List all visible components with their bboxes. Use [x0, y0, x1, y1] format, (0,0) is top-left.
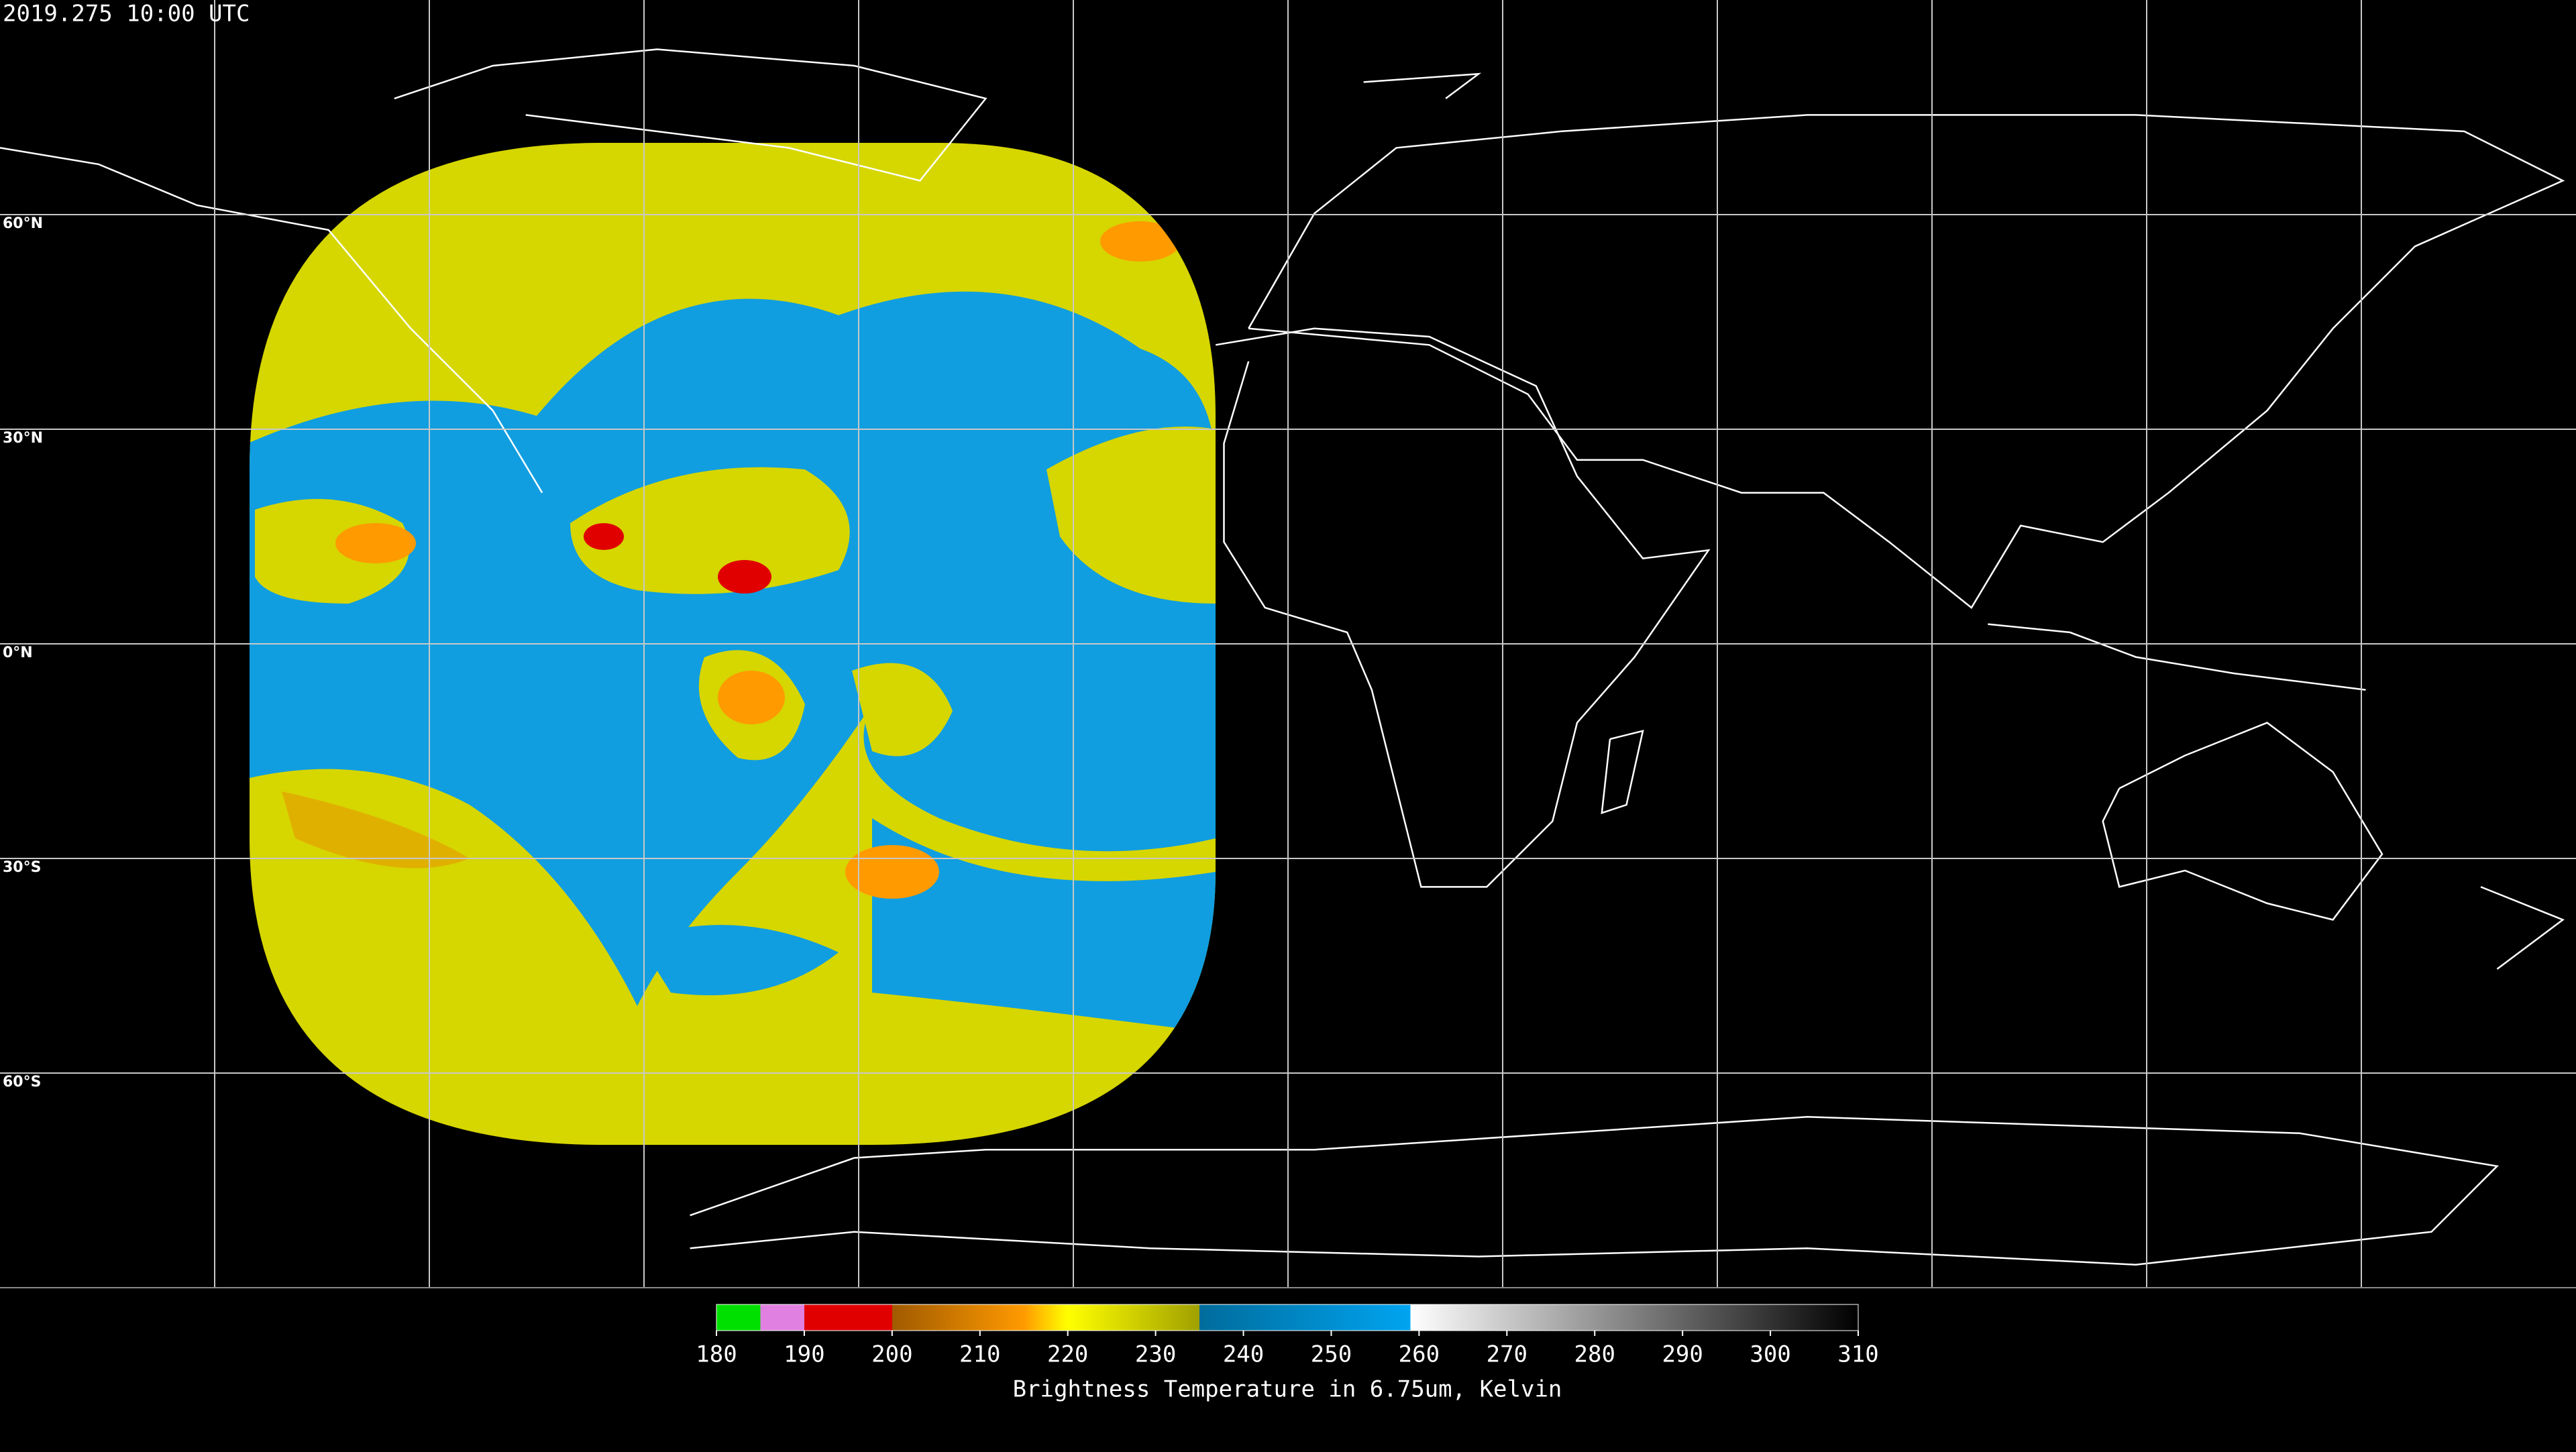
lat-label: 30°S — [3, 859, 41, 876]
colorbar-tick-label: 260 — [1399, 1341, 1440, 1368]
colorbar-tick-label: 280 — [1574, 1341, 1615, 1368]
lat-label: 0°N — [3, 645, 33, 661]
coastlines — [0, 48, 2565, 1266]
coastline — [2102, 722, 2383, 921]
colorbar-tick-label: 220 — [1047, 1341, 1088, 1368]
colorbar-tick-label: 310 — [1837, 1341, 1878, 1368]
timestamp: 2019.275 10:00 UTC — [3, 1, 250, 27]
colorbar-tick-label: 230 — [1135, 1341, 1176, 1368]
coastline — [394, 48, 987, 182]
coastline — [690, 1116, 2500, 1266]
colorbar-tick-label: 300 — [1750, 1341, 1790, 1368]
coastline — [1601, 730, 1644, 815]
colorbar-tick-label: 240 — [1223, 1341, 1264, 1368]
coastline — [0, 147, 543, 494]
graticule — [0, 0, 2576, 1288]
colorbar-tick-label: 290 — [1662, 1341, 1703, 1368]
coastline — [1988, 623, 2366, 691]
colorbar-tick-label: 180 — [696, 1341, 737, 1368]
coastline — [2480, 886, 2565, 970]
colorbar-tick-label: 210 — [959, 1341, 1000, 1368]
lat-label: 30°N — [3, 430, 43, 447]
colorbar-tick-label: 200 — [871, 1341, 912, 1368]
colorbar-label: Brightness Temperature in 6.75um, Kelvin — [1013, 1376, 1562, 1403]
coastline — [1363, 72, 1482, 99]
lat-label: 60°S — [3, 1074, 41, 1091]
coastline — [1215, 327, 1711, 888]
colorbar-tick-label: 270 — [1487, 1341, 1527, 1368]
colorbar-tick-label: 190 — [784, 1341, 824, 1368]
coastline — [1248, 114, 2565, 609]
lat-label: 60°N — [3, 215, 43, 232]
colorbar — [716, 1304, 1859, 1331]
colorbar-tick-label: 250 — [1311, 1341, 1352, 1368]
